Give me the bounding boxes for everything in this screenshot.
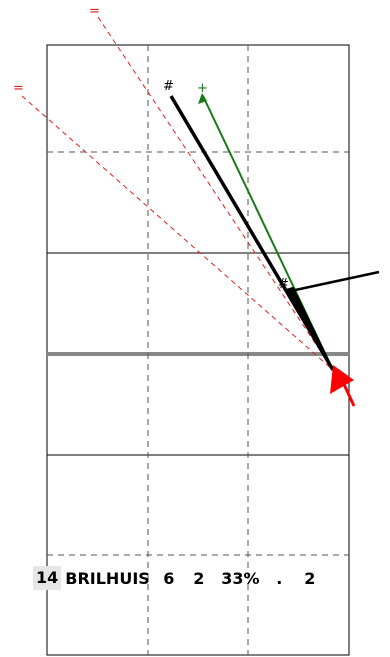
red-dashed-line-2 (21, 95, 334, 371)
black-line-side (285, 270, 380, 294)
start-arrow-icon (330, 365, 356, 407)
player-percentage: 33% (221, 568, 260, 588)
hash-marker-mid: # (278, 277, 289, 292)
green-arrowhead-icon (198, 93, 207, 104)
dashed-grid (47, 45, 349, 655)
player-stat-4: 2 (304, 568, 316, 588)
black-wedge-icon (284, 286, 334, 371)
court-boundary (46, 44, 350, 656)
player-name: BRILHUIS (65, 568, 150, 588)
player-stat-2: 2 (193, 568, 205, 588)
equal-marker-left: = (13, 81, 24, 96)
player-number: 14 (33, 566, 62, 590)
player-stat-row: 14 BRILHUIS 6 2 33% . 2 (33, 565, 315, 591)
equal-marker-top: = (89, 4, 100, 19)
red-dashed-line-1 (97, 16, 334, 371)
hash-marker-top: # (163, 79, 174, 94)
red-dashed-trajectories (21, 16, 334, 371)
black-trajectory (169, 95, 380, 371)
player-stat-3: . (276, 568, 283, 588)
player-stat-1: 6 (163, 568, 175, 588)
plus-marker-top: + (197, 81, 208, 96)
